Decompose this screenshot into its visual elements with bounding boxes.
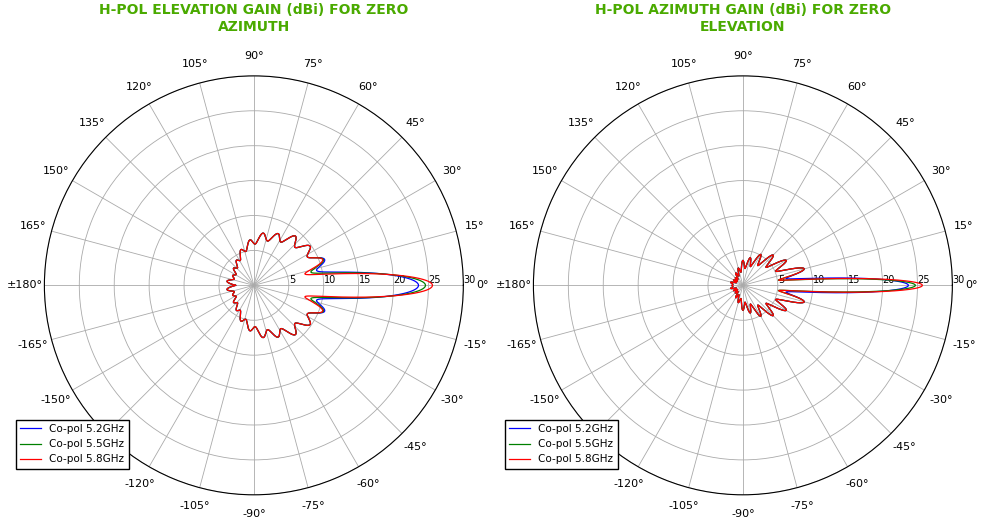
- Co-pol 5.8GHz: [227, 277, 238, 283]
- Co-pol 5.2GHz: [725, 279, 737, 285]
- Co-pol 5.5GHz: [229, 275, 240, 281]
- Co-pol 5.2GHz: [729, 279, 741, 286]
- Legend: Co-pol 5.2GHz, Co-pol 5.5GHz, Co-pol 5.8GHz: Co-pol 5.2GHz, Co-pol 5.5GHz, Co-pol 5.8…: [16, 420, 129, 469]
- Co-pol 5.8GHz: [755, 310, 766, 316]
- Co-pol 5.5GHz: [775, 289, 787, 295]
- Co-pol 5.2GHz: [732, 286, 744, 293]
- Co-pol 5.5GHz: [230, 282, 241, 288]
- Co-pol 5.8GHz: [427, 282, 438, 288]
- Co-pol 5.8GHz: [254, 233, 266, 240]
- Co-pol 5.2GHz: [413, 282, 425, 289]
- Co-pol 5.8GHz: [736, 261, 748, 268]
- Co-pol 5.5GHz: [420, 282, 431, 289]
- Co-pol 5.8GHz: [275, 325, 287, 332]
- Co-pol 5.2GHz: [275, 325, 287, 332]
- Co-pol 5.5GHz: [227, 277, 238, 283]
- Co-pol 5.2GHz: [726, 282, 738, 288]
- Co-pol 5.2GHz: [780, 289, 792, 296]
- Co-pol 5.2GHz: [736, 261, 748, 268]
- Co-pol 5.8GHz: [229, 275, 240, 281]
- Co-pol 5.2GHz: [902, 282, 914, 289]
- Line: Co-pol 5.8GHz: Co-pol 5.8GHz: [227, 233, 432, 337]
- Co-pol 5.2GHz: [726, 282, 738, 288]
- Co-pol 5.2GHz: [230, 282, 241, 288]
- Co-pol 5.5GHz: [739, 265, 751, 271]
- Co-pol 5.8GHz: [312, 293, 324, 299]
- Co-pol 5.2GHz: [229, 275, 240, 281]
- Co-pol 5.2GHz: [254, 233, 266, 240]
- Co-pol 5.5GHz: [726, 282, 738, 288]
- Co-pol 5.8GHz: [775, 289, 787, 295]
- Line: Co-pol 5.2GHz: Co-pol 5.2GHz: [731, 254, 908, 316]
- Co-pol 5.8GHz: [230, 282, 241, 288]
- Line: Co-pol 5.8GHz: Co-pol 5.8GHz: [731, 254, 922, 316]
- Co-pol 5.8GHz: [729, 279, 741, 286]
- Co-pol 5.8GHz: [726, 282, 738, 288]
- Co-pol 5.5GHz: [755, 310, 766, 316]
- Co-pol 5.5GHz: [729, 279, 741, 286]
- Co-pol 5.5GHz: [909, 282, 921, 288]
- Line: Co-pol 5.5GHz: Co-pol 5.5GHz: [731, 254, 915, 316]
- Co-pol 5.2GHz: [755, 310, 766, 316]
- Title: H-POL ELEVATION GAIN (dBi) FOR ZERO
AZIMUTH: H-POL ELEVATION GAIN (dBi) FOR ZERO AZIM…: [99, 3, 409, 34]
- Title: H-POL AZIMUTH GAIN (dBi) FOR ZERO
ELEVATION: H-POL AZIMUTH GAIN (dBi) FOR ZERO ELEVAT…: [595, 3, 891, 34]
- Co-pol 5.8GHz: [230, 282, 241, 288]
- Co-pol 5.2GHz: [326, 296, 338, 302]
- Co-pol 5.8GHz: [726, 282, 738, 288]
- Co-pol 5.5GHz: [320, 294, 332, 300]
- Line: Co-pol 5.2GHz: Co-pol 5.2GHz: [227, 233, 419, 337]
- Co-pol 5.2GHz: [245, 237, 257, 243]
- Co-pol 5.8GHz: [732, 286, 744, 293]
- Co-pol 5.8GHz: [739, 265, 751, 271]
- Co-pol 5.5GHz: [230, 282, 241, 288]
- Co-pol 5.8GHz: [245, 237, 257, 243]
- Legend: Co-pol 5.2GHz, Co-pol 5.5GHz, Co-pol 5.8GHz: Co-pol 5.2GHz, Co-pol 5.5GHz, Co-pol 5.8…: [505, 420, 618, 469]
- Co-pol 5.2GHz: [227, 277, 238, 283]
- Co-pol 5.5GHz: [726, 282, 738, 288]
- Co-pol 5.8GHz: [725, 279, 737, 285]
- Co-pol 5.5GHz: [732, 286, 744, 293]
- Co-pol 5.5GHz: [736, 261, 748, 268]
- Co-pol 5.5GHz: [245, 237, 257, 243]
- Co-pol 5.8GHz: [916, 282, 928, 288]
- Line: Co-pol 5.5GHz: Co-pol 5.5GHz: [227, 233, 426, 337]
- Co-pol 5.2GHz: [230, 282, 241, 288]
- Co-pol 5.5GHz: [725, 279, 737, 285]
- Co-pol 5.5GHz: [275, 325, 287, 332]
- Co-pol 5.5GHz: [254, 233, 266, 240]
- Co-pol 5.2GHz: [739, 265, 751, 271]
